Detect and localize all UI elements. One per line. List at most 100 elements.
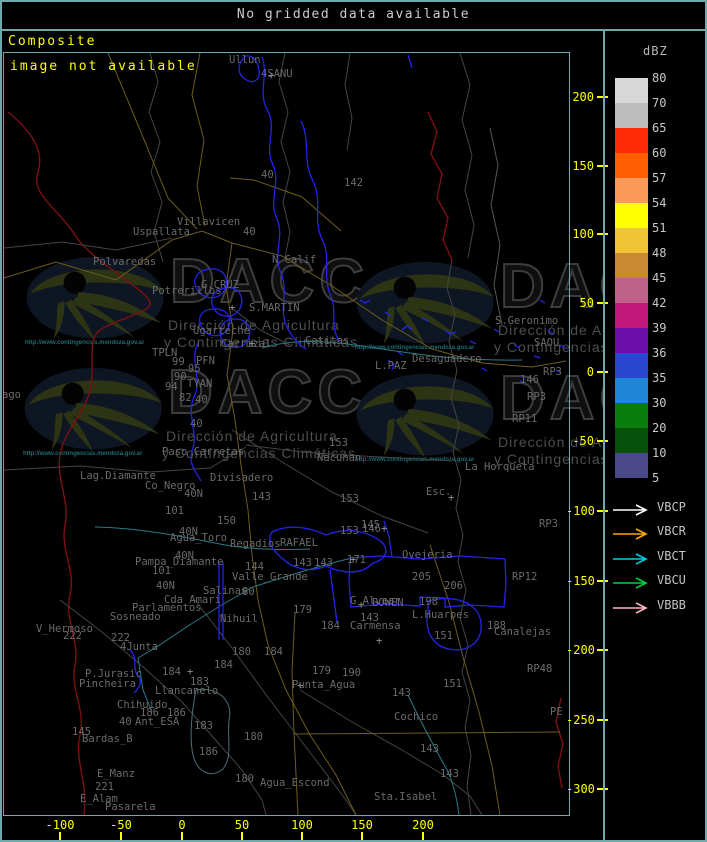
border-line-red	[7, 111, 564, 815]
y-axis-tick	[597, 233, 608, 235]
map-place-label: +	[229, 302, 236, 314]
watermark-url: http://www.contingencias.mendoza.gov.ar	[23, 451, 143, 457]
vector-arrow-icon	[611, 574, 655, 593]
map-place-label: +	[297, 680, 304, 692]
dbz-scale-block	[615, 403, 648, 428]
dbz-scale-block	[615, 453, 648, 478]
map-place-label: +	[448, 492, 455, 504]
map-place-label: 222	[63, 630, 82, 642]
dbz-scale-block	[615, 303, 648, 328]
map-place-label: 180	[244, 731, 263, 743]
map-place-label: 221	[95, 781, 114, 793]
dbz-scale-value: 65	[652, 121, 667, 135]
watermark-org-line2: y Contingencias Climáticas	[494, 451, 689, 467]
map-place-label: Regadios	[230, 538, 281, 550]
map-place-label: 40	[195, 394, 208, 406]
map-place-label: La Horqueta	[465, 461, 535, 473]
lagoon-outline	[190, 688, 231, 774]
map-place-label: +	[358, 599, 365, 611]
watermark-org-line2: y Contingencias Climáticas	[494, 339, 689, 355]
map-place-label: Potrerillos	[152, 285, 222, 297]
y-axis-tick	[597, 580, 608, 582]
y-axis-tick	[597, 719, 608, 721]
river-line-blue	[129, 54, 566, 694]
map-place-label: PFN	[196, 355, 215, 367]
map-place-label: 143	[293, 557, 312, 569]
map-place-label: Valle_Grande	[232, 571, 308, 583]
map-place-label: 144	[245, 561, 264, 573]
watermark-org-line1: Dirección de Agricultura	[498, 434, 670, 450]
y-axis-tick	[597, 649, 608, 651]
map-place-label: Canalejas	[494, 626, 551, 638]
map-viewport[interactable]	[3, 52, 570, 816]
map-place-label: RP3	[543, 366, 562, 378]
map-place-label: Ovejeria	[402, 549, 453, 561]
title-divider	[0, 29, 707, 31]
x-axis-tick	[422, 832, 424, 840]
x-axis-tick	[181, 832, 183, 840]
dbz-scale-value: 10	[652, 446, 667, 460]
dbz-scale-value: 42	[652, 296, 667, 310]
map-place-label: 146	[520, 374, 539, 386]
dbz-scale-block	[615, 228, 648, 253]
map-place-label: Uspallata	[133, 226, 190, 238]
dbz-scale-block	[615, 178, 648, 203]
y-axis-tick	[597, 96, 608, 98]
map-place-label: 82	[179, 392, 192, 404]
map-place-label: 171	[347, 554, 366, 566]
map-place-label: +	[249, 338, 256, 350]
map-place-label: ago	[2, 389, 21, 401]
map-place-label: 40N	[156, 580, 175, 592]
map-place-label: Agua_Toro	[170, 532, 227, 544]
map-place-label: Ullun	[229, 54, 261, 66]
map-place-label: RP3	[539, 518, 558, 530]
map-place-label: Carmensa	[350, 620, 401, 632]
y-axis-tick	[597, 510, 608, 512]
dbz-scale-block	[615, 103, 648, 128]
map-place-label: N Calif	[272, 254, 317, 266]
map-place-label: SAOU	[534, 337, 560, 349]
panel-divider	[603, 29, 605, 842]
map-place-label: Paso_Carretas	[162, 446, 245, 458]
dbz-scale-block	[615, 78, 648, 103]
map-place-label: RP11	[512, 413, 538, 425]
map-place-label: 4SANU	[261, 68, 293, 80]
y-axis-tick	[597, 440, 608, 442]
map-place-label: 179	[293, 604, 312, 616]
map-place-label: Pasarela	[105, 801, 156, 813]
vector-label: VBCT	[657, 549, 686, 563]
watermark-brand-text: DACC	[167, 358, 368, 427]
map-place-label: Punta_Agua	[292, 679, 356, 691]
map-place-label: 40N	[179, 526, 198, 538]
map-place-label: 179	[312, 665, 331, 677]
dbz-scale-block	[615, 128, 648, 153]
map-place-label: Villavicen	[177, 216, 241, 228]
map-place-label: 205	[412, 571, 431, 583]
map-place-label: Agua_Escond	[260, 777, 330, 789]
map-place-label: 151	[434, 630, 453, 642]
x-axis-tick	[361, 832, 363, 840]
map-place-label: 180	[235, 773, 254, 785]
map-place-label: Pincheira	[79, 678, 136, 690]
map-place-label: 186	[167, 707, 186, 719]
dacc-eye-logo-icon	[356, 373, 494, 459]
dbz-scale-block	[615, 203, 648, 228]
map-place-label: 183	[194, 720, 213, 732]
map-place-label: 153	[329, 437, 348, 449]
map-place-label: 90	[174, 371, 187, 383]
map-place-label: 80	[242, 586, 255, 598]
map-place-label: V_Hermoso	[36, 623, 93, 635]
map-place-label: RP12	[512, 571, 538, 583]
map-place-label: +	[268, 70, 275, 82]
map-place-label: +	[187, 666, 194, 678]
watermark-brand-text: DACC	[499, 364, 700, 433]
map-place-label: 186	[140, 707, 159, 719]
x-axis-tick-label: -100	[45, 818, 75, 832]
dbz-scale-value: 35	[652, 371, 667, 385]
y-axis-tick-label: -100	[566, 504, 595, 518]
map-place-label: 143	[314, 557, 333, 569]
map-place-label: Pampa_Diamante	[135, 556, 224, 568]
